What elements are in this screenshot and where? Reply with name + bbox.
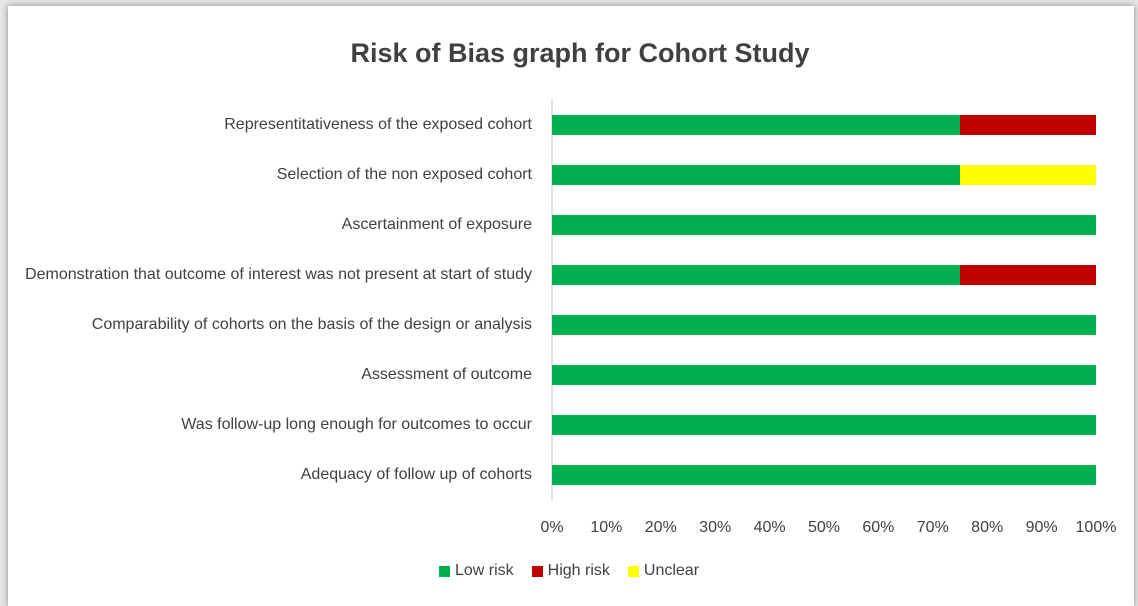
category-label: Adequacy of follow up of cohorts	[300, 466, 532, 483]
legend-swatch	[438, 565, 450, 577]
legend-item: Unclear	[627, 562, 700, 580]
bar-segment	[960, 115, 1096, 135]
legend-swatch	[627, 565, 639, 577]
x-tick-label: 10%	[590, 519, 622, 536]
x-tick-label: 90%	[1026, 519, 1058, 536]
category-label: Comparability of cohorts on the basis of…	[91, 316, 532, 333]
x-tick-label: 20%	[645, 519, 677, 536]
legend-item: High risk	[531, 562, 610, 580]
legend-item: Low risk	[438, 562, 514, 580]
x-tick-label: 100%	[1076, 519, 1117, 536]
x-tick-label: 0%	[540, 519, 563, 536]
x-tick-label: 70%	[917, 519, 949, 536]
x-tick-label: 80%	[971, 519, 1003, 536]
bar-segment	[552, 165, 960, 185]
bar-segment	[552, 265, 960, 285]
category-label: Assessment of outcome	[361, 366, 532, 383]
x-tick-label: 30%	[699, 519, 731, 536]
x-tick-label: 40%	[754, 519, 786, 536]
bar-segment	[552, 415, 1096, 435]
bar-segment	[960, 165, 1096, 185]
category-label: Demonstration that outcome of interest w…	[25, 266, 532, 283]
bar-segment	[552, 315, 1096, 335]
category-label: Ascertainment of exposure	[341, 216, 532, 233]
chart-frame	[8, 6, 1134, 606]
legend-label: Low risk	[454, 562, 514, 579]
bar-segment	[552, 465, 1096, 485]
category-label: Representitativeness of the exposed coho…	[224, 116, 532, 133]
legend-label: Unclear	[643, 562, 700, 579]
category-label: Was follow-up long enough for outcomes t…	[181, 416, 532, 433]
bar-segment	[552, 215, 1096, 235]
bar-segment	[552, 365, 1096, 385]
legend-swatch	[531, 565, 543, 577]
bar-segment	[960, 265, 1096, 285]
category-label: Selection of the non exposed cohort	[276, 166, 532, 183]
x-tick-label: 60%	[862, 519, 894, 536]
x-tick-label: 50%	[808, 519, 840, 536]
legend: Low risk High risk Unclear	[0, 562, 1138, 580]
legend-label: High risk	[547, 562, 610, 579]
chart-title: Risk of Bias graph for Cohort Study	[350, 38, 809, 68]
bar-segment	[552, 115, 960, 135]
